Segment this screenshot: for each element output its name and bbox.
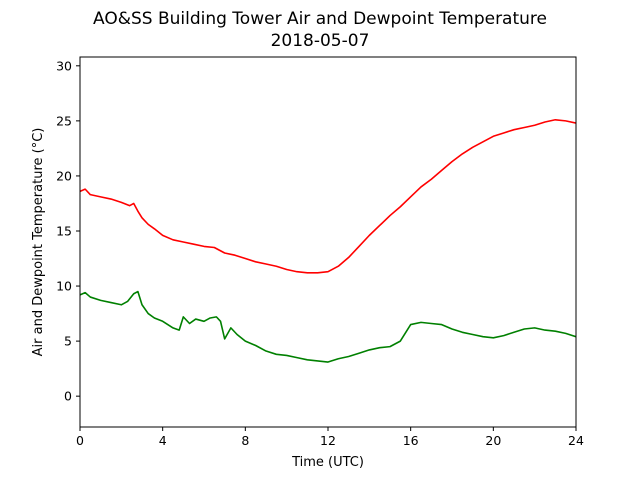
chart-title: AO&SS Building Tower Air and Dewpoint Te… [93,9,547,29]
series-layer [80,118,576,363]
plot-background [80,57,576,427]
y-tick-label: 30 [56,58,72,73]
y-tick-label: 25 [56,113,72,128]
series-line-2 [80,290,576,363]
series-line-1 [80,118,576,274]
y-tick-label: 20 [56,168,72,183]
plot-area [80,57,576,427]
x-tick-label: 12 [320,433,336,448]
ticks-layer: 0 4 8 12 16 20 24 0 5 10 15 20 25 30 [56,58,584,448]
y-tick-label: 5 [64,334,72,349]
y-axis-label: Air and Dewpoint Temperature (°C) [31,128,46,357]
y-tick-label: 10 [56,279,72,294]
x-tick-label: 4 [159,433,167,448]
x-tick-label: 0 [76,433,84,448]
x-tick-label: 24 [568,433,584,448]
y-tick-label: 0 [64,389,72,404]
x-axis-label: Time (UTC) [291,455,364,470]
chart-subtitle: 2018-05-07 [271,31,370,51]
x-tick-label: 16 [403,433,419,448]
y-tick-label: 15 [56,223,72,238]
x-tick-label: 20 [485,433,501,448]
x-tick-label: 8 [241,433,249,448]
